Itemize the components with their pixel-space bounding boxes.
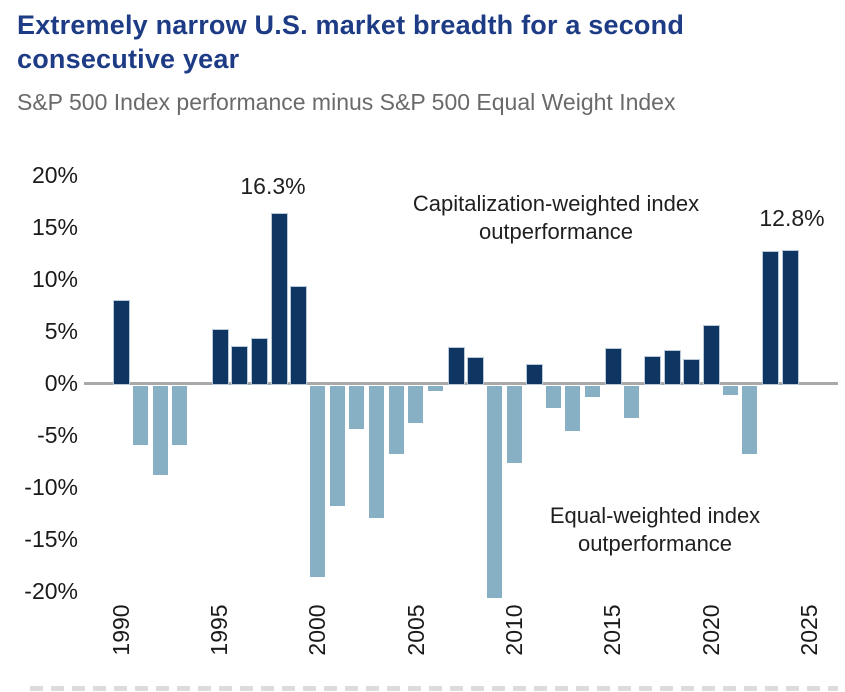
data-label-1998: 16.3%	[240, 173, 306, 199]
x-tick-2015: 2015	[598, 604, 625, 656]
bar-2011	[526, 364, 544, 385]
y-tick-20: 20%	[31, 162, 78, 188]
equal-weighted-annotation: Equal-weighted index outperformance	[549, 503, 761, 556]
y-tick-10: 10%	[31, 266, 78, 292]
bar-2020	[703, 324, 721, 385]
bar-1990	[113, 299, 131, 385]
bar-2001	[329, 386, 345, 506]
bar-2003	[368, 386, 384, 519]
y-tick--5: -5%	[37, 422, 78, 448]
x-tick-2020: 2020	[697, 604, 724, 656]
bar-2023	[762, 250, 780, 385]
bar-2013	[565, 386, 581, 431]
bar-2005	[408, 386, 424, 424]
clipped-source-line	[30, 686, 838, 691]
bar-2018	[663, 349, 681, 385]
chart-title: Extremely narrow U.S. market breadth for…	[17, 10, 685, 74]
bar-2012	[545, 386, 561, 408]
bar-2014	[585, 386, 601, 398]
bar-2002	[349, 386, 365, 429]
y-tick-15: 15%	[31, 214, 78, 240]
bar-1996	[231, 345, 249, 385]
bar-2009	[486, 386, 502, 599]
capitalization-weighted-annotation: Capitalization-weighted index outperform…	[412, 191, 700, 244]
bar-1995	[211, 328, 229, 385]
bar-2007	[447, 346, 465, 385]
y-tick-5: 5%	[44, 318, 78, 344]
bar-2016	[624, 386, 640, 419]
bar-1998	[270, 213, 288, 385]
bar-2000	[309, 386, 325, 578]
x-tick-2005: 2005	[402, 604, 429, 656]
chart-subtitle: S&P 500 Index performance minus S&P 500 …	[17, 89, 676, 115]
bar-2019	[683, 359, 701, 385]
bar-2022	[742, 386, 758, 454]
y-tick--20: -20%	[24, 578, 78, 604]
bar-2008	[467, 357, 485, 385]
bar-2017	[644, 355, 662, 385]
x-tick-1990: 1990	[107, 604, 134, 656]
bar-2015	[604, 347, 622, 385]
bar-1993	[172, 386, 188, 446]
bar-1991	[132, 386, 148, 446]
bar-2004	[388, 386, 404, 454]
y-tick--10: -10%	[24, 474, 78, 500]
data-label-2024: 12.8%	[759, 205, 825, 231]
bar-2024	[781, 249, 799, 385]
x-tick-2025: 2025	[795, 604, 822, 656]
bar-2006	[427, 386, 443, 392]
y-tick--15: -15%	[24, 526, 78, 552]
bar-2010	[506, 386, 522, 463]
x-tick-1995: 1995	[205, 604, 232, 656]
x-tick-2000: 2000	[303, 604, 330, 656]
bar-1997	[250, 338, 268, 385]
bar-1999	[290, 286, 308, 385]
bar-1992	[152, 386, 168, 476]
x-tick-2010: 2010	[500, 604, 527, 656]
bar-2021	[722, 386, 738, 396]
y-tick-0: 0%	[44, 370, 78, 396]
